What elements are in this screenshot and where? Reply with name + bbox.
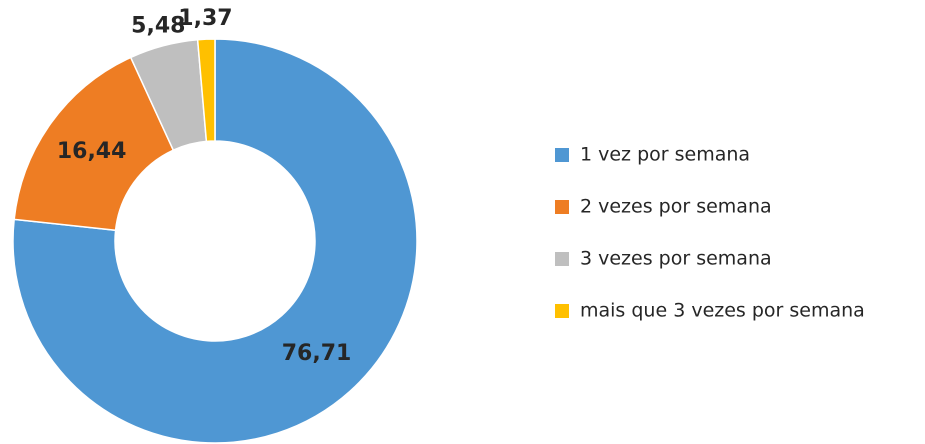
donut-slice bbox=[196, 38, 216, 143]
legend-swatch bbox=[555, 148, 569, 162]
value-label: 76,71 bbox=[282, 341, 352, 366]
legend-swatch bbox=[555, 304, 569, 318]
legend-label: 2 vezes por semana bbox=[580, 196, 772, 218]
legend-swatch bbox=[555, 200, 569, 214]
legend-label: 3 vezes por semana bbox=[580, 248, 772, 270]
value-label: 16,44 bbox=[57, 139, 127, 164]
legend-label: mais que 3 vezes por semana bbox=[580, 300, 865, 322]
legend-swatch bbox=[555, 252, 569, 266]
donut-slice bbox=[13, 56, 175, 232]
value-label: 1,37 bbox=[178, 6, 232, 31]
legend-label: 1 vez por semana bbox=[580, 144, 750, 166]
donut-slice bbox=[12, 38, 418, 444]
value-label: 5,48 bbox=[131, 13, 185, 38]
